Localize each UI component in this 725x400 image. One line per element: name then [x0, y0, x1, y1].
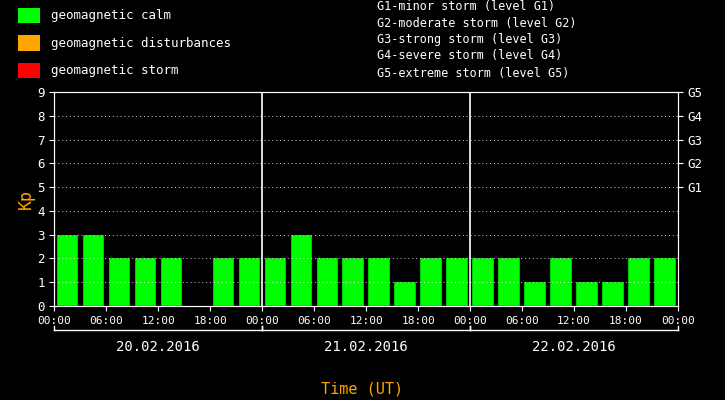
- Bar: [498, 258, 520, 306]
- Bar: [317, 258, 338, 306]
- Y-axis label: Kp: Kp: [17, 189, 34, 209]
- Bar: [576, 282, 597, 306]
- Text: G5-extreme storm (level G5): G5-extreme storm (level G5): [377, 67, 569, 80]
- Bar: [368, 258, 390, 306]
- Text: 20.02.2016: 20.02.2016: [117, 340, 200, 354]
- Text: 22.02.2016: 22.02.2016: [532, 340, 616, 354]
- Bar: [524, 282, 546, 306]
- Bar: [239, 258, 260, 306]
- Text: geomagnetic disturbances: geomagnetic disturbances: [51, 36, 231, 50]
- Text: Time (UT): Time (UT): [321, 381, 404, 396]
- Bar: [394, 282, 415, 306]
- Bar: [161, 258, 182, 306]
- Bar: [83, 235, 104, 306]
- FancyBboxPatch shape: [18, 8, 40, 23]
- Bar: [212, 258, 234, 306]
- FancyBboxPatch shape: [18, 35, 40, 51]
- Bar: [265, 258, 286, 306]
- Text: 21.02.2016: 21.02.2016: [324, 340, 408, 354]
- Text: G4-severe storm (level G4): G4-severe storm (level G4): [377, 49, 563, 62]
- Bar: [473, 258, 494, 306]
- Bar: [629, 258, 650, 306]
- FancyBboxPatch shape: [18, 63, 40, 78]
- Text: G2-moderate storm (level G2): G2-moderate storm (level G2): [377, 17, 576, 30]
- Bar: [654, 258, 676, 306]
- Bar: [550, 258, 571, 306]
- Text: G3-strong storm (level G3): G3-strong storm (level G3): [377, 33, 563, 46]
- Bar: [602, 282, 624, 306]
- Text: geomagnetic storm: geomagnetic storm: [51, 64, 178, 77]
- Text: G1-minor storm (level G1): G1-minor storm (level G1): [377, 0, 555, 13]
- Bar: [342, 258, 364, 306]
- Bar: [109, 258, 130, 306]
- Bar: [135, 258, 156, 306]
- Text: geomagnetic calm: geomagnetic calm: [51, 9, 171, 22]
- Bar: [57, 235, 78, 306]
- Bar: [420, 258, 442, 306]
- Bar: [447, 258, 468, 306]
- Bar: [291, 235, 312, 306]
